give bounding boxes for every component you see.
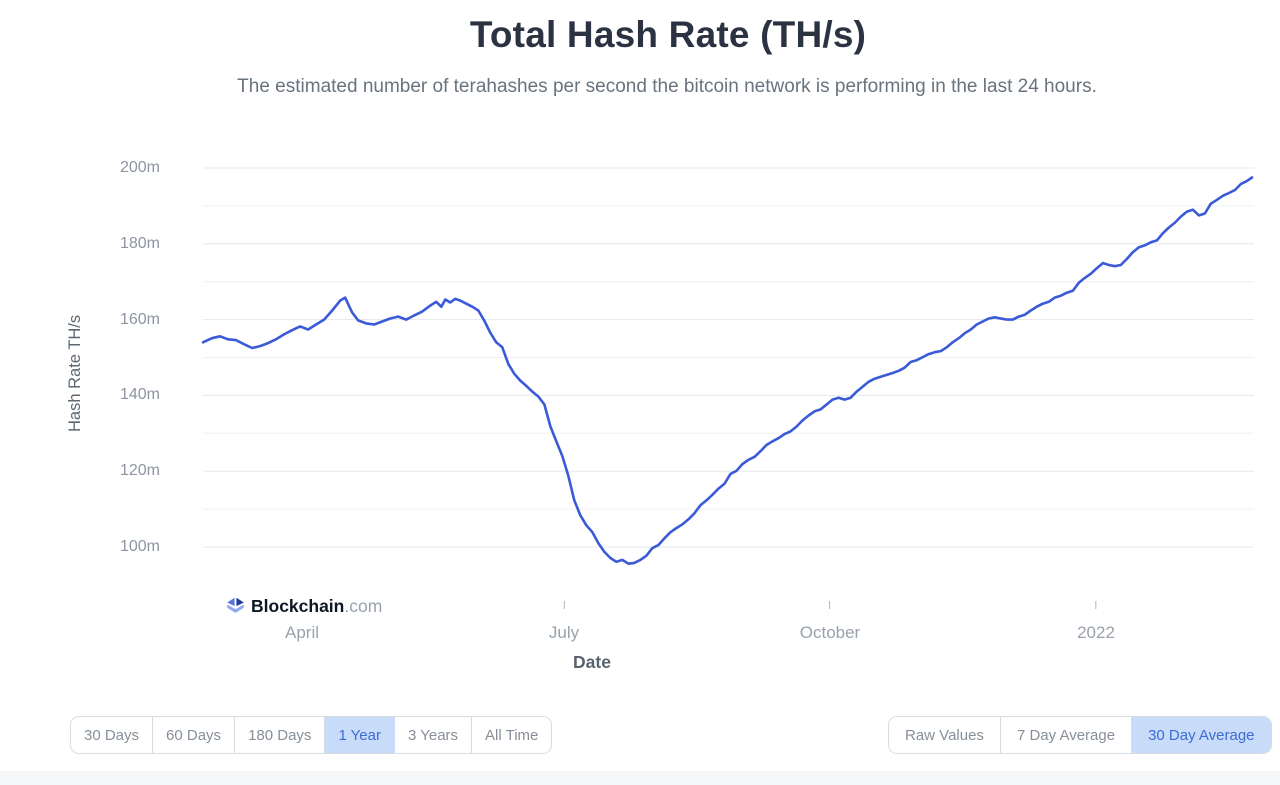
blockchain-logo: Blockchain .com xyxy=(226,595,382,617)
average-button-raw-values[interactable]: Raw Values xyxy=(889,717,1001,753)
y-tick-label-160m: 160m xyxy=(119,311,160,328)
range-button-all-time[interactable]: All Time xyxy=(472,717,552,753)
range-button-30-days[interactable]: 30 Days xyxy=(71,717,154,753)
x-tick-label-2022: 2022 xyxy=(1077,623,1115,642)
hash-rate-line-chart[interactable] xyxy=(0,0,1280,700)
y-tick-label-180m: 180m xyxy=(119,235,160,252)
page-subtitle: The estimated number of terahashes per s… xyxy=(237,76,1097,97)
brand-tld: .com xyxy=(344,595,383,616)
y-tick-label-100m: 100m xyxy=(119,538,160,555)
y-tick-label-140m: 140m xyxy=(119,386,160,403)
range-button-60-days[interactable]: 60 Days xyxy=(153,717,236,753)
x-tick-label-october: October xyxy=(799,623,861,642)
average-button-7-day-average[interactable]: 7 Day Average xyxy=(1000,717,1133,753)
x-tick-label-july: July xyxy=(548,623,580,642)
range-button-1-year[interactable]: 1 Year xyxy=(325,717,395,753)
y-tick-label-200m: 200m xyxy=(119,159,160,176)
page-bottom-strip xyxy=(0,771,1280,785)
blockchain-diamond-icon xyxy=(227,597,244,613)
x-tick-label-april: April xyxy=(284,623,319,642)
brand-name: Blockchain xyxy=(251,595,345,616)
y-tick-label-120m: 120m xyxy=(119,462,160,479)
x-axis-title: Date xyxy=(573,652,611,672)
page-title: Total Hash Rate (TH/s) xyxy=(469,14,867,55)
average-mode-button-group: Raw Values 7 Day Average 30 Day Average xyxy=(888,716,1272,754)
hash-rate-series-line[interactable] xyxy=(201,176,1254,565)
range-button-3-years[interactable]: 3 Years xyxy=(394,717,473,753)
time-range-button-group: 30 Days 60 Days 180 Days 1 Year 3 Years All T… xyxy=(70,716,553,754)
range-button-180-days[interactable]: 180 Days xyxy=(235,717,326,753)
average-button-30-day-average[interactable]: 30 Day Average xyxy=(1132,717,1271,753)
